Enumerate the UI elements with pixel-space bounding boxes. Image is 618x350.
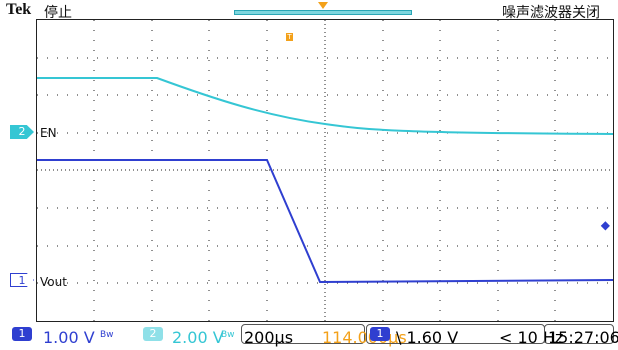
waveform-graticule <box>37 20 613 321</box>
run-state: 停止 <box>44 5 72 21</box>
status-bar: Tek 停止 噪声滤波器关闭 <box>0 0 618 21</box>
channel1-label: Vout <box>40 275 67 289</box>
clock-time: 15:27:06 <box>548 328 618 347</box>
record-view-bar <box>234 10 412 15</box>
noise-filter-status: 噪声滤波器关闭 <box>502 5 600 21</box>
ch1-waveform <box>37 159 613 284</box>
ch2-id-badge[interactable]: 2 <box>143 327 163 341</box>
ch1-id-badge[interactable]: 1 <box>12 327 32 341</box>
trigger-level: \ 1.60 V <box>396 328 459 347</box>
trigger-position-icon <box>318 2 328 9</box>
channel2-label: EN <box>40 126 57 140</box>
channel1-marker[interactable]: 1 <box>10 273 34 287</box>
waveform-display <box>36 19 614 322</box>
ch2-scale: 2.00 V <box>172 328 224 347</box>
trigger-channel-badge: 1 <box>370 327 390 341</box>
brand-logo: Tek <box>6 1 32 18</box>
ch1-bw-limit: Bw <box>100 330 114 340</box>
clock-box <box>544 324 614 344</box>
timebase-value: 200µs <box>244 328 294 347</box>
ch2-waveform <box>37 77 613 135</box>
ch2-bw-limit: Bw <box>221 330 235 340</box>
trigger-level-icon: ◆ <box>600 218 610 232</box>
channel2-marker[interactable]: 2 <box>10 125 34 139</box>
trigger-marker-icon: T <box>286 33 293 41</box>
timebase-box[interactable] <box>241 324 365 344</box>
ch1-scale: 1.00 V <box>43 328 95 347</box>
